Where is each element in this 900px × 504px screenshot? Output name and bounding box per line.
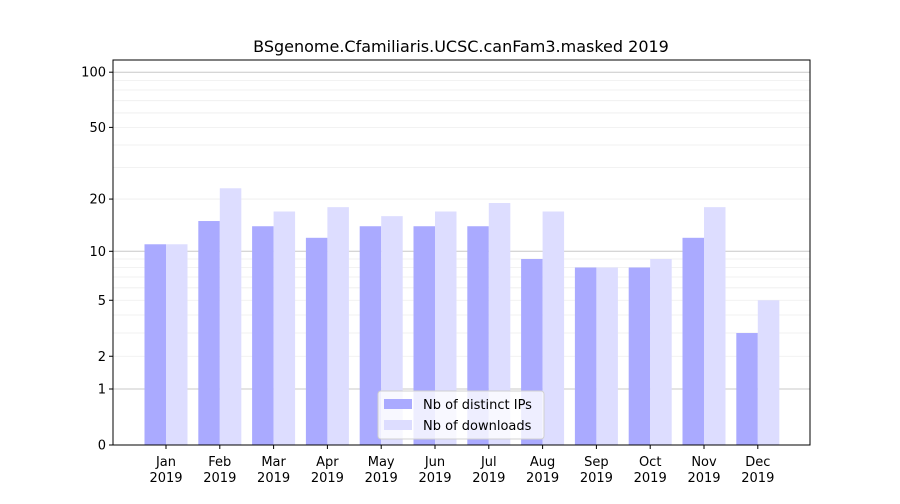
legend-swatch: [384, 399, 412, 409]
bar-downloads: [273, 211, 296, 445]
bar-downloads: [435, 211, 457, 445]
x-tick-label: Nov 2019: [687, 455, 720, 486]
legend-label: Nb of distinct IPs: [423, 398, 532, 413]
legend: Nb of distinct IPs Nb of downloads: [377, 390, 545, 440]
bar-distinct-ips: [736, 333, 758, 445]
x-tick-label: May 2019: [365, 455, 398, 486]
bar-distinct-ips: [467, 226, 489, 445]
bar-distinct-ips: [628, 267, 651, 445]
bar-distinct-ips: [413, 226, 435, 445]
bar-downloads: [542, 211, 565, 445]
bar-downloads: [704, 207, 726, 445]
x-tick-label: Jan 2019: [149, 455, 182, 486]
bar-downloads: [219, 188, 242, 446]
bar-downloads: [488, 203, 511, 445]
bar-distinct-ips: [252, 226, 274, 445]
legend-box: [377, 390, 545, 440]
chart-title: BSgenome.Cfamiliaris.UCSC.canFam3.masked…: [253, 37, 669, 56]
x-tick-label: Aug 2019: [526, 455, 559, 486]
x-tick-label: Dec 2019: [741, 455, 774, 486]
x-tick-label: Apr 2019: [311, 455, 344, 486]
bar-downloads: [327, 207, 349, 445]
bar-distinct-ips: [574, 267, 597, 445]
bar-distinct-ips: [682, 237, 704, 445]
y-tick-label: 1: [98, 383, 106, 398]
y-tick-label: 0: [98, 439, 106, 454]
bar-downloads: [757, 300, 780, 445]
x-tick-label: Jun 2019: [418, 455, 451, 486]
bar-downloads: [596, 267, 618, 445]
bar-downloads: [650, 259, 672, 445]
x-tick-label: Oct 2019: [634, 455, 667, 486]
legend-swatch: [384, 420, 412, 430]
bar-downloads: [166, 244, 188, 445]
bar-distinct-ips: [359, 226, 382, 445]
bar-distinct-ips: [144, 244, 166, 445]
x-tick-label: Jul 2019: [472, 455, 505, 486]
legend-label: Nb of downloads: [423, 419, 532, 434]
y-tick-label: 2: [98, 350, 106, 365]
bar-distinct-ips: [305, 237, 328, 445]
x-tick-label: Feb 2019: [203, 455, 236, 486]
bar-downloads: [381, 216, 403, 445]
plot-frame: [112, 59, 811, 446]
x-tick-label: Sep 2019: [580, 455, 613, 486]
y-tick-label: 5: [98, 294, 106, 309]
x-tick-label: Mar 2019: [257, 455, 290, 486]
y-tick-label: 20: [89, 193, 106, 208]
bar-distinct-ips: [198, 221, 220, 445]
y-tick-label: 50: [89, 121, 106, 136]
y-tick-label: 10: [89, 245, 106, 260]
y-tick-label: 100: [81, 66, 106, 81]
